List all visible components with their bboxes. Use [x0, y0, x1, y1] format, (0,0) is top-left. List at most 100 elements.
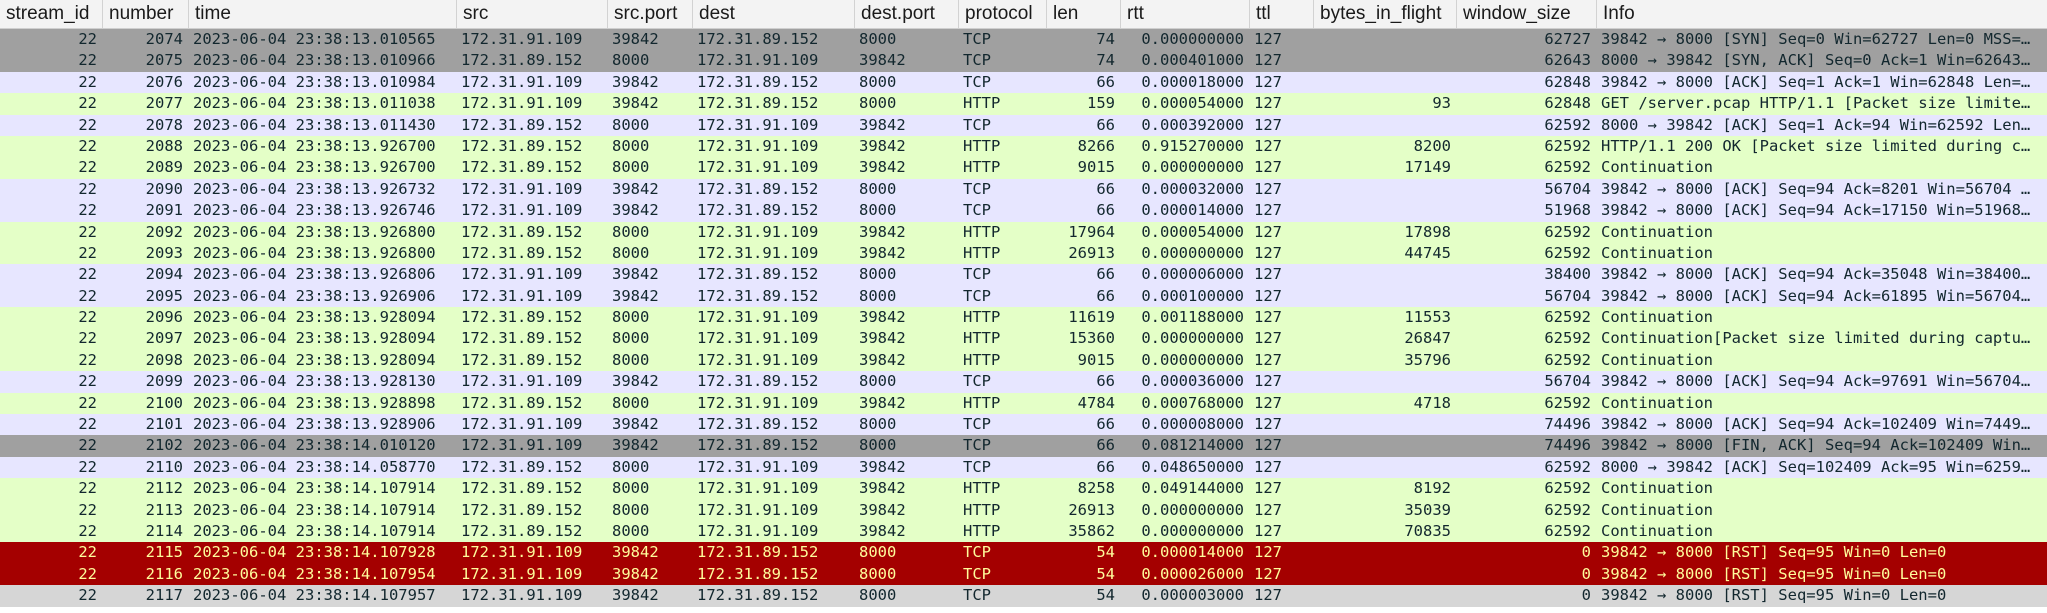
cell-protocol: HTTP [963, 158, 1001, 177]
cell-len: 66 [1096, 265, 1115, 284]
cell-ttl: 127 [1254, 436, 1282, 455]
cell-bif [1313, 115, 1456, 136]
packet-row[interactable]: 22 2115 2023-06-04 23:38:14.107928 172.31.9… [0, 542, 2047, 564]
packet-row[interactable]: 22 2117 2023-06-04 23:38:14.107957 172.31.9… [0, 585, 2047, 607]
cell-info: 39842 → 8000 [ACK] Seq=94 Ack=17150 Win=… [1601, 201, 2031, 220]
cell-info: Continuation [1601, 479, 1713, 498]
packet-row[interactable]: 22 2110 2023-06-04 23:38:14.058770 172.31.8… [0, 456, 2047, 479]
column-header-protocol[interactable]: protocol [958, 0, 1046, 28]
cell-protocol: TCP [963, 30, 991, 48]
cell-src: 172.31.91.109 [461, 415, 583, 434]
packet-row[interactable]: 22 2096 2023-06-04 23:38:13.928094 172.31.8… [0, 307, 2047, 329]
cell-stream-id: 22 [78, 543, 97, 562]
cell-stream-id: 22 [78, 158, 97, 177]
cell-src: 172.31.89.152 [461, 350, 583, 369]
packet-row[interactable]: 22 2075 2023-06-04 23:38:13.010966 172.31.8… [0, 50, 2047, 72]
cell-src-port: 8000 [612, 243, 650, 262]
cell-protocol: TCP [963, 372, 991, 391]
cell-len: 66 [1096, 415, 1115, 434]
cell-src-port: 39842 [612, 201, 659, 220]
cell-win: 62592 [1544, 393, 1591, 412]
packet-row[interactable]: 22 2090 2023-06-04 23:38:13.926732 172.31.9… [0, 178, 2047, 201]
packet-row[interactable]: 22 2077 2023-06-04 23:38:13.011038 172.31.9… [0, 93, 2047, 115]
cell-dest: 172.31.91.109 [697, 222, 819, 241]
packet-row[interactable]: 22 2116 2023-06-04 23:38:14.107954 172.31.9… [0, 563, 2047, 586]
column-header-bif[interactable]: bytes_in_flight [1313, 0, 1456, 28]
cell-win: 38400 [1544, 265, 1591, 284]
column-header-rtt[interactable]: rtt [1120, 0, 1249, 28]
cell-number: 2110 [145, 457, 183, 476]
cell-time: 2023-06-04 23:38:14.010120 [193, 436, 436, 455]
cell-stream-id: 22 [78, 72, 97, 91]
packet-row[interactable]: 22 2099 2023-06-04 23:38:13.928130 172.31.9… [0, 371, 2047, 393]
cell-ttl: 127 [1254, 350, 1282, 369]
column-header-win[interactable]: window_size [1456, 0, 1596, 28]
cell-number: 2102 [145, 436, 183, 455]
cell-win: 62592 [1544, 350, 1591, 369]
column-header-len[interactable]: len [1046, 0, 1120, 28]
cell-rtt: 0.000003000 [1141, 586, 1244, 605]
packet-row[interactable]: 22 2101 2023-06-04 23:38:13.928906 172.31.9… [0, 414, 2047, 436]
packet-row[interactable]: 22 2093 2023-06-04 23:38:13.926800 172.31.8… [0, 242, 2047, 265]
cell-rtt: 0.000401000 [1141, 51, 1244, 70]
cell-info: 39842 → 8000 [RST] Seq=95 Win=0 Len=0 [1601, 564, 1947, 583]
cell-win: 62592 [1544, 500, 1591, 519]
cell-stream-id: 22 [78, 586, 97, 605]
cell-stream-id: 22 [78, 51, 97, 70]
packet-row[interactable]: 22 2095 2023-06-04 23:38:13.926906 172.31.9… [0, 285, 2047, 308]
column-header-dest[interactable]: dest [692, 0, 854, 28]
cell-bif [1313, 414, 1456, 435]
cell-time: 2023-06-04 23:38:13.928898 [193, 393, 436, 412]
packet-row[interactable]: 22 2112 2023-06-04 23:38:14.107914 172.31.8… [0, 478, 2047, 500]
column-header-info[interactable]: Info [1596, 0, 2047, 28]
column-header-number[interactable]: number [102, 0, 188, 28]
cell-bif: 17149 [1404, 158, 1451, 177]
packet-row[interactable]: 22 2102 2023-06-04 23:38:14.010120 172.31.9… [0, 435, 2047, 457]
cell-rtt: 0.000000000 [1141, 30, 1244, 48]
cell-rtt: 0.000392000 [1141, 115, 1244, 134]
cell-stream-id: 22 [78, 222, 97, 241]
cell-src: 172.31.91.109 [461, 179, 583, 198]
packet-row[interactable]: 22 2098 2023-06-04 23:38:13.928094 172.31.8… [0, 349, 2047, 372]
cell-stream-id: 22 [78, 436, 97, 455]
packet-row[interactable]: 22 2076 2023-06-04 23:38:13.010984 172.31.9… [0, 71, 2047, 94]
column-header-stream-id[interactable]: stream_id [6, 3, 90, 24]
cell-win: 62592 [1544, 243, 1591, 262]
packet-row[interactable]: 22 2078 2023-06-04 23:38:13.011430 172.31.8… [0, 114, 2047, 136]
cell-rtt: 0.000768000 [1141, 393, 1244, 412]
cell-dest: 172.31.89.152 [697, 72, 819, 91]
packet-row[interactable]: 22 2091 2023-06-04 23:38:13.926746 172.31.9… [0, 200, 2047, 222]
packet-rows: 22 2074 2023-06-04 23:38:13.010565 172.31.9… [0, 29, 2047, 607]
cell-protocol: TCP [963, 179, 991, 198]
cell-len: 35862 [1068, 521, 1115, 540]
cell-len: 26913 [1068, 500, 1115, 519]
packet-row[interactable]: 22 2097 2023-06-04 23:38:13.928094 172.31.8… [0, 328, 2047, 350]
column-header-src[interactable]: src [456, 0, 607, 28]
packet-row[interactable]: 22 2088 2023-06-04 23:38:13.926700 172.31.8… [0, 135, 2047, 158]
packet-row[interactable]: 22 2100 2023-06-04 23:38:13.928898 172.31.8… [0, 392, 2047, 415]
packet-row[interactable]: 22 2114 2023-06-04 23:38:14.107914 172.31.8… [0, 520, 2047, 543]
column-header-dest-port[interactable]: dest.port [854, 0, 958, 28]
cell-number: 2078 [145, 115, 183, 134]
column-header-ttl[interactable]: ttl [1249, 0, 1313, 28]
cell-len: 11619 [1068, 308, 1115, 327]
packet-row[interactable]: 22 2074 2023-06-04 23:38:13.010565 172.31.9… [0, 29, 2047, 51]
cell-number: 2114 [145, 521, 183, 540]
packet-row[interactable]: 22 2094 2023-06-04 23:38:13.926806 172.31.9… [0, 264, 2047, 286]
packet-row[interactable]: 22 2113 2023-06-04 23:38:14.107914 172.31.8… [0, 499, 2047, 521]
cell-dest: 172.31.89.152 [697, 286, 819, 305]
cell-bif [1313, 29, 1456, 50]
cell-src-port: 8000 [612, 457, 650, 476]
packet-row[interactable]: 22 2089 2023-06-04 23:38:13.926700 172.31.8… [0, 157, 2047, 179]
cell-number: 2099 [145, 372, 183, 391]
cell-bif [1313, 200, 1456, 221]
column-header-time[interactable]: time [188, 0, 456, 28]
column-header-src-port[interactable]: src.port [607, 0, 692, 28]
cell-src: 172.31.91.109 [461, 94, 583, 113]
packet-row[interactable]: 22 2092 2023-06-04 23:38:13.926800 172.31.8… [0, 221, 2047, 243]
cell-protocol: HTTP [963, 479, 1001, 498]
cell-dest: 172.31.91.109 [697, 393, 819, 412]
cell-dest-port: 8000 [859, 372, 897, 391]
cell-src: 172.31.89.152 [461, 500, 583, 519]
